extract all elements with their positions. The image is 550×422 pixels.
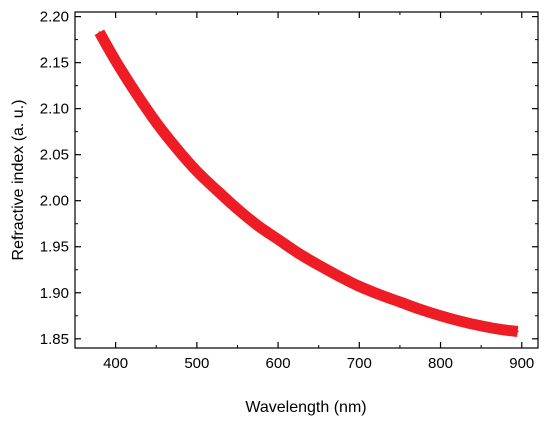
data-point (98, 31, 101, 34)
y-tick-label: 1.95 (40, 239, 69, 256)
data-point (277, 238, 280, 241)
x-tick-label: 800 (428, 355, 453, 372)
y-tick-label: 2.00 (40, 193, 69, 210)
refractive-index-curve (94, 29, 519, 337)
data-point (439, 314, 442, 317)
data-point (195, 170, 198, 173)
tick-labels: 400 500 600 700 800 900 1.85 1.90 1.95 2.00 2.05 2.… (40, 9, 534, 372)
data-point (500, 328, 503, 331)
x-tick-label: 700 (347, 355, 372, 372)
axis-ticks (74, 12, 538, 348)
data-point (419, 308, 422, 311)
data-point (134, 92, 137, 95)
data-point (398, 300, 401, 303)
series-group (94, 29, 519, 337)
data-point (480, 324, 483, 327)
y-axis-title: Refractive index (a. u.) (10, 100, 27, 261)
y-tick-label: 2.10 (40, 101, 69, 118)
data-point (114, 59, 117, 62)
y-tick-label: 2.05 (40, 147, 69, 164)
data-point (358, 285, 361, 288)
plot-frame (74, 11, 539, 349)
x-axis-title: Wavelength (nm) (245, 399, 366, 416)
data-point (236, 208, 239, 210)
x-tick-label: 500 (184, 355, 209, 372)
data-point (155, 121, 158, 124)
x-tick-label: 600 (266, 355, 291, 372)
data-point (516, 330, 519, 333)
data-point (378, 293, 381, 296)
y-tick-label: 2.15 (40, 55, 69, 72)
data-point (297, 252, 300, 255)
y-tick-label: 1.85 (40, 331, 69, 348)
y-tick-label: 1.90 (40, 285, 69, 302)
data-point (337, 275, 340, 278)
x-tick-label: 900 (509, 355, 534, 372)
y-tick-label: 2.20 (40, 9, 69, 26)
x-tick-label: 400 (103, 355, 128, 372)
data-point (216, 189, 219, 192)
data-point (459, 320, 462, 323)
data-point (317, 264, 320, 267)
data-point (256, 224, 259, 227)
data-point (175, 147, 178, 150)
